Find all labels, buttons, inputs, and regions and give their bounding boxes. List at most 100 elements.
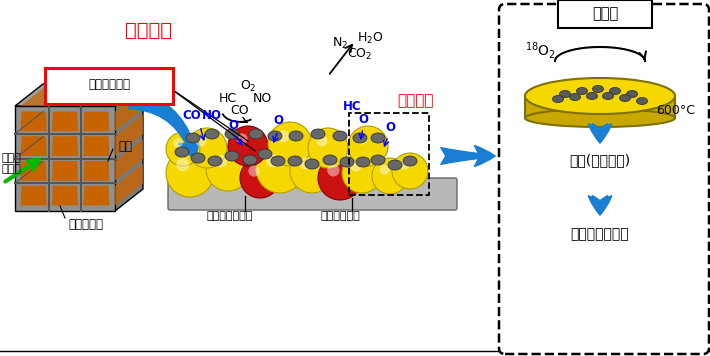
Polygon shape (21, 84, 75, 106)
Circle shape (372, 158, 408, 194)
FancyBboxPatch shape (499, 4, 709, 354)
Ellipse shape (525, 78, 675, 114)
Ellipse shape (371, 155, 385, 165)
Ellipse shape (268, 131, 282, 141)
Polygon shape (15, 84, 143, 106)
Circle shape (351, 161, 361, 172)
Ellipse shape (577, 88, 587, 94)
Circle shape (166, 132, 200, 166)
Text: NO: NO (252, 91, 272, 105)
Ellipse shape (289, 131, 303, 141)
FancyBboxPatch shape (168, 178, 457, 210)
Ellipse shape (552, 95, 564, 103)
Text: CO: CO (182, 109, 202, 122)
Text: O: O (385, 121, 395, 134)
Bar (15, 106, 115, 211)
Ellipse shape (271, 156, 285, 166)
Circle shape (248, 166, 260, 177)
Ellipse shape (186, 133, 200, 143)
Text: 600°C: 600°C (656, 105, 695, 117)
Text: O$_2$: O$_2$ (240, 78, 256, 94)
Polygon shape (83, 186, 109, 205)
Polygon shape (83, 84, 138, 106)
Ellipse shape (569, 94, 581, 100)
Text: CO: CO (231, 105, 249, 117)
Text: サポート材料: サポート材料 (320, 211, 360, 221)
Circle shape (327, 164, 339, 177)
Text: 三元触媒: 三元触媒 (124, 21, 172, 40)
Circle shape (308, 128, 348, 168)
Ellipse shape (626, 90, 638, 98)
Circle shape (348, 126, 388, 166)
Ellipse shape (288, 156, 302, 166)
Text: HC: HC (219, 91, 237, 105)
Ellipse shape (620, 94, 630, 101)
Ellipse shape (225, 129, 239, 139)
Polygon shape (525, 96, 675, 118)
Circle shape (380, 165, 390, 175)
Text: モデル系: モデル系 (397, 94, 433, 109)
Polygon shape (21, 161, 47, 181)
Ellipse shape (305, 159, 319, 169)
Text: 酸素吸蔵材料: 酸素吸蔵材料 (88, 79, 130, 91)
Ellipse shape (388, 160, 402, 170)
Ellipse shape (225, 151, 239, 161)
Ellipse shape (249, 129, 263, 139)
Text: CO$_2$: CO$_2$ (347, 46, 373, 62)
Circle shape (266, 154, 280, 167)
Text: NO: NO (202, 109, 222, 122)
Ellipse shape (208, 156, 222, 166)
Text: O: O (228, 119, 238, 132)
Ellipse shape (525, 109, 675, 127)
Circle shape (299, 157, 312, 169)
Circle shape (236, 134, 248, 145)
Ellipse shape (340, 157, 354, 167)
Circle shape (317, 135, 327, 147)
Circle shape (342, 153, 382, 193)
Circle shape (195, 135, 207, 147)
Ellipse shape (356, 157, 370, 167)
Text: $^{18}$O$_2$: $^{18}$O$_2$ (525, 40, 556, 61)
Text: 貴金属ナノ粒子: 貴金属ナノ粒子 (207, 211, 253, 221)
Polygon shape (21, 136, 47, 156)
Text: 排ガス: 排ガス (2, 164, 22, 174)
Text: 本研究: 本研究 (592, 6, 618, 21)
Ellipse shape (609, 88, 621, 94)
Polygon shape (52, 136, 78, 156)
Polygon shape (52, 84, 106, 106)
Ellipse shape (559, 90, 571, 98)
Ellipse shape (333, 131, 347, 141)
Polygon shape (115, 114, 143, 156)
Ellipse shape (593, 85, 604, 93)
Circle shape (215, 155, 228, 167)
Ellipse shape (603, 93, 613, 99)
Ellipse shape (353, 133, 367, 143)
Polygon shape (115, 164, 143, 205)
Ellipse shape (243, 155, 257, 165)
Polygon shape (115, 84, 143, 211)
Circle shape (176, 158, 190, 171)
Circle shape (356, 134, 368, 145)
Text: N$_2$: N$_2$ (332, 36, 348, 51)
Polygon shape (115, 89, 143, 131)
Circle shape (318, 156, 362, 200)
Polygon shape (115, 139, 143, 181)
Polygon shape (21, 186, 47, 205)
Ellipse shape (636, 98, 648, 105)
Text: HC: HC (343, 100, 361, 113)
Ellipse shape (258, 149, 272, 159)
FancyBboxPatch shape (558, 0, 652, 28)
Polygon shape (83, 111, 109, 131)
Circle shape (187, 128, 227, 168)
Text: O: O (358, 113, 368, 126)
Circle shape (392, 153, 428, 189)
Circle shape (166, 149, 214, 197)
Circle shape (400, 159, 410, 170)
Ellipse shape (191, 153, 205, 163)
Circle shape (256, 145, 304, 193)
Polygon shape (52, 111, 78, 131)
Text: 自動車: 自動車 (2, 153, 22, 163)
Text: H$_2$O: H$_2$O (356, 31, 383, 46)
FancyBboxPatch shape (45, 68, 173, 104)
Circle shape (173, 138, 182, 148)
